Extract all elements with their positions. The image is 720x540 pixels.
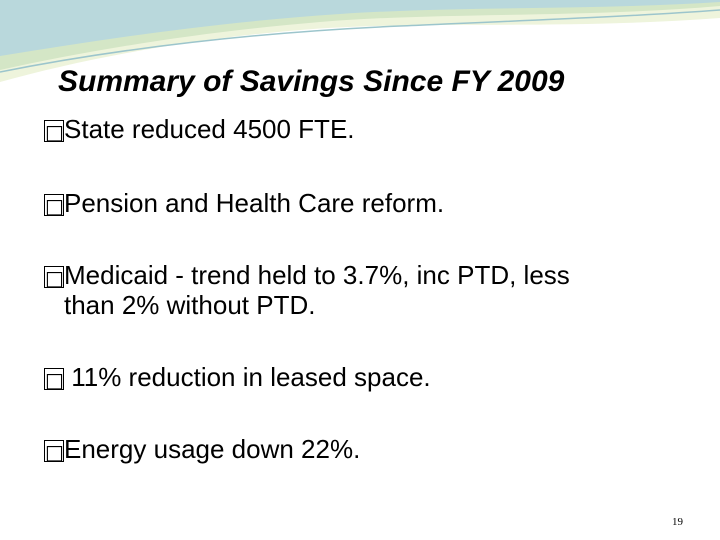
bullet-box-icon: □ <box>44 368 64 392</box>
slide-title: Summary of Savings Since FY 2009 <box>58 65 565 98</box>
bullet-text: Energy usage down 22%. <box>64 434 361 464</box>
bullet-item: □Energy usage down 22%. <box>44 434 684 464</box>
bullet-box-icon: □ <box>44 266 64 290</box>
swoosh-teal-line <box>0 9 720 73</box>
bullet-text-line-1: Medicaid - trend held to 3.7%, inc PTD, … <box>64 260 570 290</box>
header-swoosh-decoration <box>0 0 720 82</box>
bullet-text: State reduced 4500 FTE. <box>64 114 355 144</box>
bullet-box-icon: □ <box>44 194 64 218</box>
bullet-item: □State reduced 4500 FTE. <box>44 114 684 144</box>
bullet-text: 11% reduction in leased space. <box>64 362 431 392</box>
bullet-item: □ 11% reduction in leased space. <box>44 362 684 392</box>
bullet-item: □Medicaid - trend held to 3.7%, inc PTD,… <box>44 260 684 320</box>
bullet-box-icon: □ <box>44 440 64 464</box>
bullet-text: Pension and Health Care reform. <box>64 188 445 218</box>
bullet-item: □Pension and Health Care reform. <box>44 188 684 218</box>
bullet-box-icon: □ <box>44 120 64 144</box>
bullet-text-line-2: than 2% without PTD. <box>64 290 316 320</box>
page-number: 19 <box>672 516 683 528</box>
swoosh-teal-band <box>0 0 720 56</box>
